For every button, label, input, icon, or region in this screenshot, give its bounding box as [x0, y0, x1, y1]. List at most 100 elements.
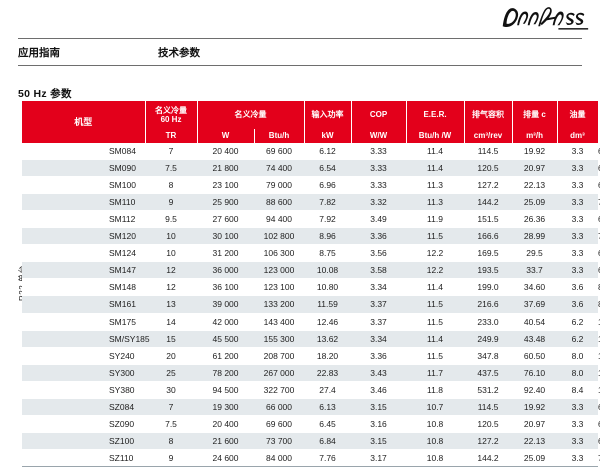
table-row: SM124 10 31 200 106 300 8.75 3.56 12.2 169.5 29.… — [22, 244, 600, 263]
cell-kw: 6.13 — [304, 397, 352, 417]
cell-tr: 7.5 — [145, 415, 198, 434]
cell-displacement: 144.2 — [464, 193, 513, 211]
cell-kw: 7.82 — [304, 193, 352, 211]
cell-cop: 3.49 — [351, 210, 407, 229]
cell-tr: 10 — [145, 244, 198, 263]
cell-w: 27 600 — [197, 210, 255, 229]
cell-cop: 3.15 — [351, 432, 407, 451]
cell-kw: 10.80 — [304, 278, 352, 297]
cell-cop: 3.46 — [351, 381, 407, 399]
table-row: SZ084 7 19 300 66 000 6.13 3.15 10.7 114.5 19.92… — [22, 397, 600, 417]
header-rule-bottom — [18, 65, 582, 66]
cell-model: SZ084 — [100, 397, 146, 417]
table-row: SM084 7 20 400 69 600 6.12 3.33 11.4 114.5 19.92… — [22, 142, 600, 160]
row-side-spacer — [22, 397, 100, 417]
spec-table: 机型 名义冷量 60 Hz 名义冷量 输入功率 COP E.E.R. 排气容积 … — [22, 101, 600, 467]
col-header-swept-volume: 排量 c — [512, 101, 558, 129]
cell-swept-volume: 25.09 — [512, 193, 558, 211]
cell-displacement: 166.6 — [464, 227, 513, 246]
cell-w: 36 100 — [197, 278, 255, 297]
cell-cop: 3.37 — [351, 313, 407, 331]
cell-swept-volume: 76.10 — [512, 364, 558, 382]
cell-btuh: 69 600 — [254, 415, 305, 434]
cell-tr: 30 — [145, 381, 198, 399]
cell-btuh: 106 300 — [254, 244, 305, 263]
cell-tr: 12 — [145, 261, 198, 280]
col-header-nominal-capacity: 名义冷量 — [197, 101, 305, 129]
cell-btuh: 84 000 — [254, 449, 305, 467]
cell-w: 39 000 — [197, 295, 255, 314]
cell-btuh: 143 400 — [254, 313, 305, 331]
header-row-units: TR W Btu/h kW W/W Btu/h /W cm³/rev m³/h … — [22, 128, 600, 143]
cell-swept-volume: 20.97 — [512, 159, 558, 177]
col-header-power-input: 输入功率 — [304, 101, 352, 129]
cell-w: 78 200 — [197, 364, 255, 382]
col-header-nominal-capacity-60hz-l2: 60 Hz — [160, 114, 182, 124]
cell-cop: 3.33 — [351, 176, 407, 194]
cell-eer: 10.7 — [406, 397, 465, 417]
cell-eer: 11.5 — [406, 347, 465, 365]
cell-w: 21 600 — [197, 432, 255, 451]
row-side-spacer — [22, 449, 100, 467]
page-header: 应用指南 技术参数 — [0, 0, 600, 66]
table-row: SM100 8 23 100 79 000 6.96 3.33 11.3 127.2 22.13… — [22, 176, 600, 194]
row-side-spacer — [22, 159, 100, 177]
cell-eer: 11.3 — [406, 193, 465, 211]
col-header-nominal-capacity-60hz: 名义冷量 60 Hz — [145, 101, 198, 129]
spec-table-wrapper: 机型 名义冷量 60 Hz 名义冷量 输入功率 COP E.E.R. 排气容积 … — [22, 101, 600, 467]
cell-displacement: 127.2 — [464, 176, 513, 194]
cell-tr: 7.5 — [145, 159, 198, 177]
cell-w: 24 600 — [197, 449, 255, 467]
cell-eer: 12.2 — [406, 261, 465, 280]
cell-eer: 11.5 — [406, 227, 465, 246]
cell-tr: 14 — [145, 313, 198, 331]
cell-tr: 7 — [145, 142, 198, 160]
cell-cop: 3.33 — [351, 159, 407, 177]
cell-eer: 11.4 — [406, 159, 465, 177]
cell-kw: 6.45 — [304, 415, 352, 434]
cell-tr: 9 — [145, 193, 198, 211]
cell-kw: 6.84 — [304, 432, 352, 451]
cell-oil: 3.3 — [557, 415, 599, 434]
cell-cop: 3.56 — [351, 244, 407, 263]
cell-displacement: 120.5 — [464, 415, 513, 434]
cell-oil: 3.6 — [557, 295, 599, 314]
unit-btuh: Btu/h — [254, 128, 305, 143]
row-side-spacer — [22, 278, 100, 297]
cell-btuh: 79 000 — [254, 176, 305, 194]
cell-w: 61 200 — [197, 347, 255, 365]
cell-swept-volume: 37.69 — [512, 295, 558, 314]
unit-btuh-per-w: Btu/h /W — [406, 128, 465, 143]
cell-w: 19 300 — [197, 397, 255, 417]
cell-tr: 8 — [145, 176, 198, 194]
cell-tr: 7 — [145, 397, 198, 417]
row-side-spacer — [22, 432, 100, 451]
cell-model: SZ110 — [100, 449, 146, 467]
cell-swept-volume: 33.7 — [512, 261, 558, 280]
cell-kw: 7.76 — [304, 449, 352, 467]
cell-model: SM090 — [100, 159, 146, 177]
unit-m3-h: m³/h — [512, 128, 558, 143]
cell-tr: 20 — [145, 347, 198, 365]
row-side-spacer — [22, 381, 100, 399]
cell-model: SM/SY185 — [100, 330, 150, 348]
cell-model: SM148 — [100, 278, 146, 297]
cell-model: SM110 — [100, 193, 146, 211]
cell-oil: 3.3 — [557, 261, 599, 280]
cell-eer: 12.2 — [406, 244, 465, 263]
cell-model: SM120 — [100, 227, 146, 246]
cell-w: 36 000 — [197, 261, 255, 280]
cell-kw: 18.20 — [304, 347, 352, 365]
cell-w: 23 100 — [197, 176, 255, 194]
cell-swept-volume: 60.50 — [512, 347, 558, 365]
cell-eer: 11.5 — [406, 313, 465, 331]
table-row: SM120 10 30 100 102 800 8.96 3.36 11.5 166.6 28.… — [22, 227, 600, 246]
cell-cop: 3.37 — [351, 295, 407, 314]
cell-model: SM175 — [100, 313, 146, 331]
cell-kw: 11.59 — [304, 295, 352, 314]
table-row: SM175 14 42 000 143 400 12.46 3.37 11.5 233.0 40… — [22, 313, 600, 331]
cell-eer: 10.8 — [406, 449, 465, 467]
cell-swept-volume: 29.5 — [512, 244, 558, 263]
cell-btuh: 123 000 — [254, 261, 305, 280]
cell-eer: 11.7 — [406, 364, 465, 382]
